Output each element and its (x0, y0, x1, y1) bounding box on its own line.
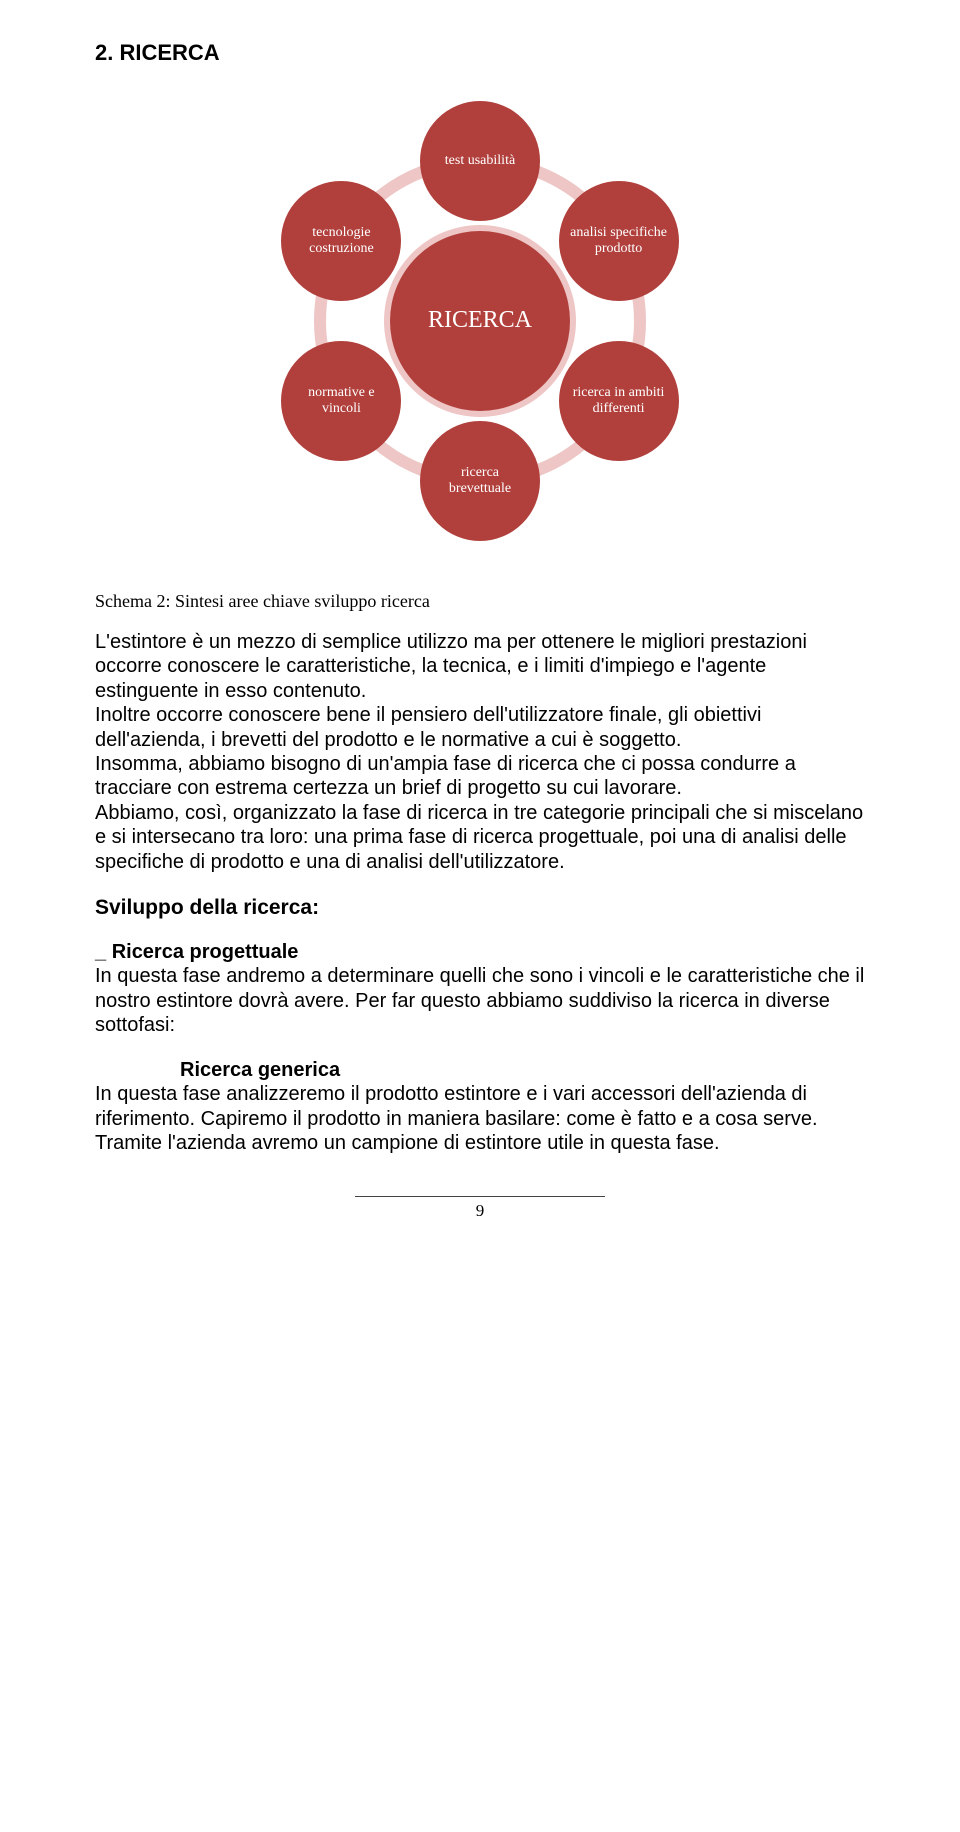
diagram-center-node: RICERCA (390, 231, 570, 411)
page-number: 9 (476, 1201, 485, 1220)
paragraph-progettuale: In questa fase andremo a determinare que… (95, 964, 865, 1037)
diagram-outer-node: normative e vincoli (281, 341, 401, 461)
footer-rule (355, 1196, 605, 1197)
diagram-outer-node: analisi specifiche prodotto (559, 181, 679, 301)
diagram-outer-node: test usabilità (420, 101, 540, 221)
ricerca-diagram: RICERCA test usabilitàanalisi specifiche… (245, 86, 715, 556)
subheading-sviluppo: Sviluppo della ricerca: (95, 896, 865, 920)
subheading-ricerca-progettuale: Ricerca progettuale (112, 941, 299, 963)
diagram-outer-node: ricerca brevettuale (420, 421, 540, 541)
paragraph-intro: L'estintore è un mezzo di semplice utili… (95, 630, 865, 874)
page-footer: 9 (95, 1196, 865, 1221)
subheading-ricerca-generica: Ricerca generica (180, 1059, 865, 1082)
diagram-outer-node: tecnologie costruzione (281, 181, 401, 301)
paragraph-generica: In questa fase analizzeremo il prodotto … (95, 1082, 865, 1155)
section-title: 2. RICERCA (95, 40, 865, 66)
diagram-outer-node: ricerca in ambiti differenti (559, 341, 679, 461)
underscore-prefix: _ (95, 941, 112, 963)
diagram-container: RICERCA test usabilitàanalisi specifiche… (95, 86, 865, 556)
diagram-caption: Schema 2: Sintesi aree chiave sviluppo r… (95, 591, 865, 612)
subheading-ricerca-progettuale-line: _ Ricerca progettuale (95, 940, 865, 964)
